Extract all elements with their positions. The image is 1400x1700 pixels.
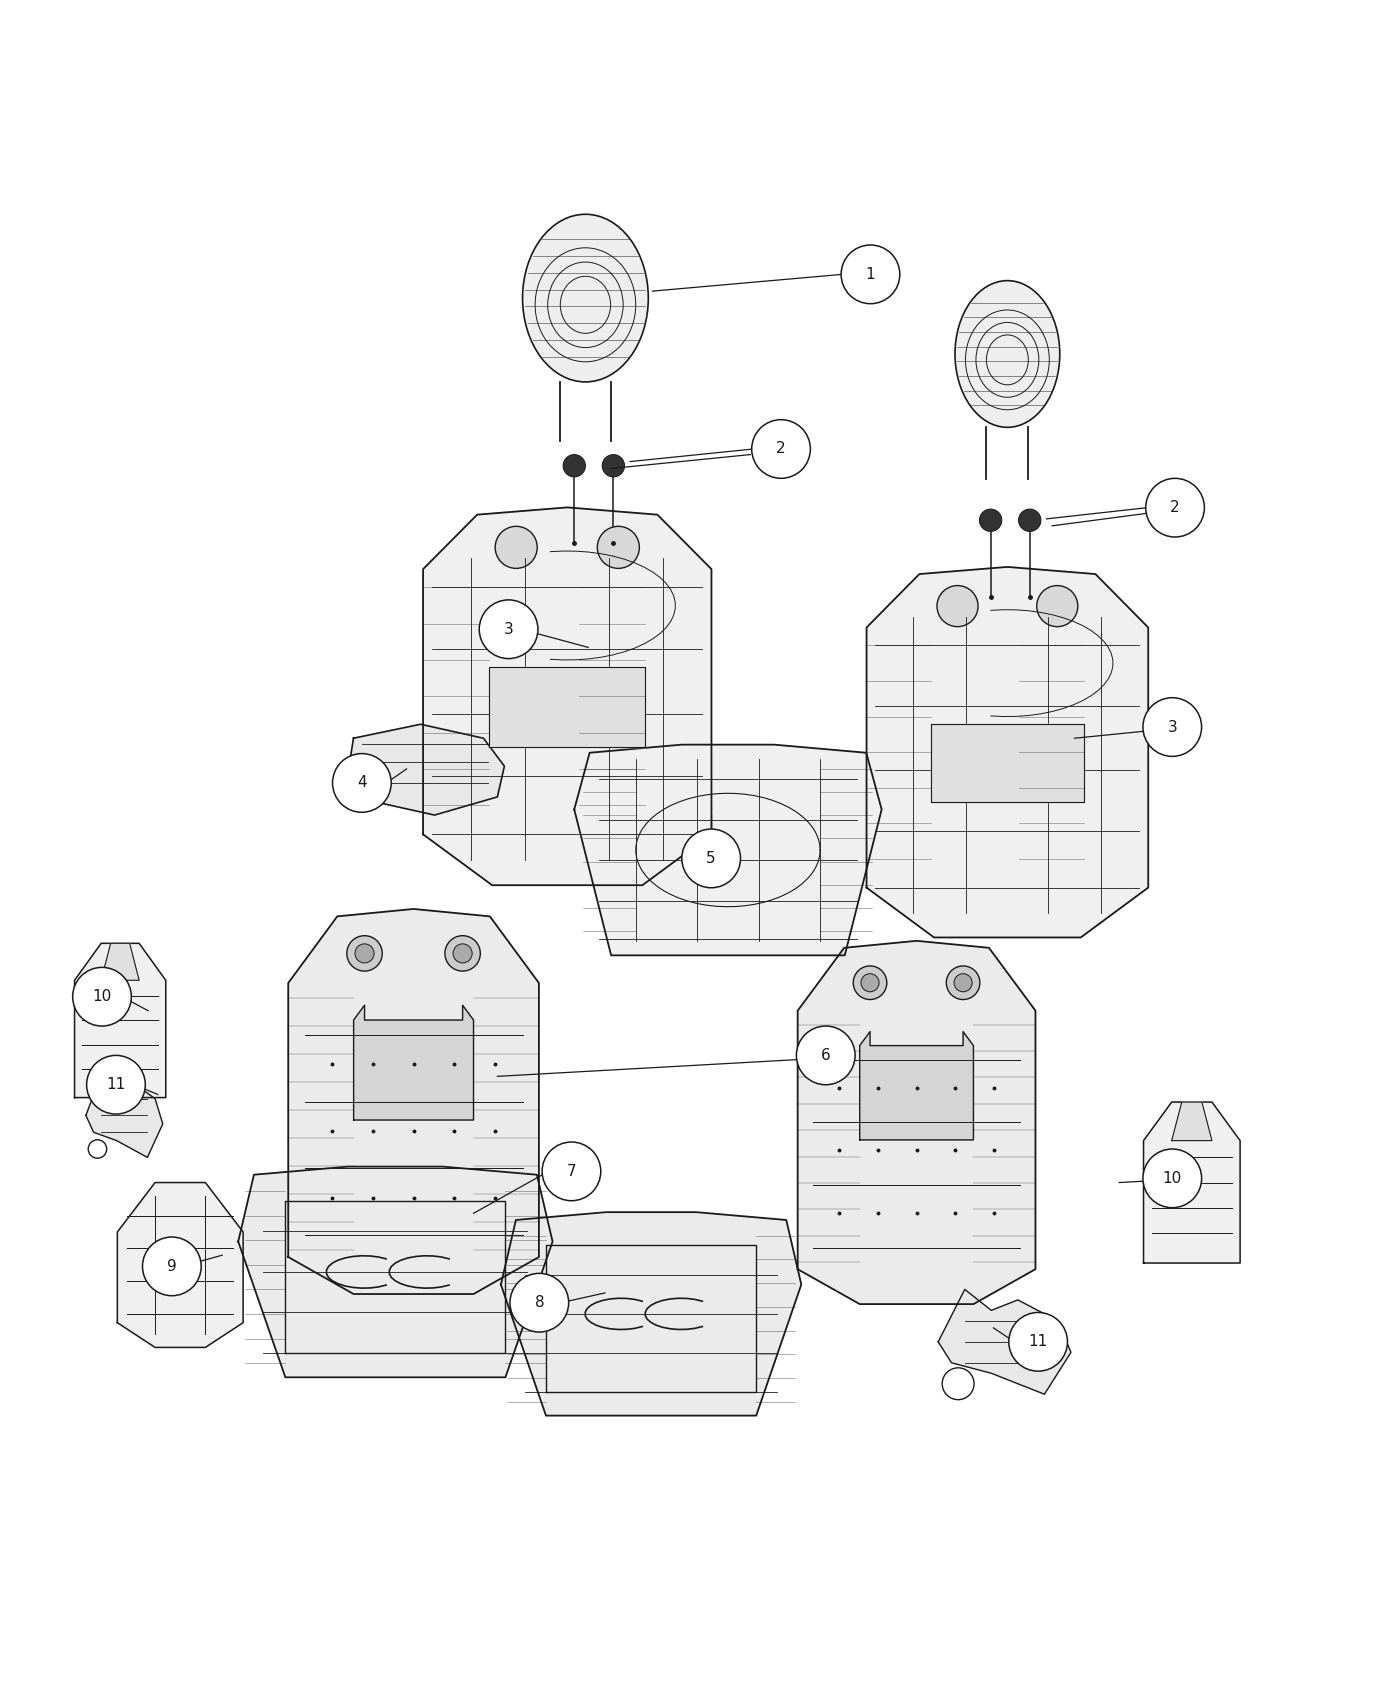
Circle shape	[1037, 585, 1078, 627]
Polygon shape	[867, 566, 1148, 937]
Text: 8: 8	[535, 1295, 545, 1311]
Ellipse shape	[522, 214, 648, 382]
Circle shape	[946, 966, 980, 1000]
Circle shape	[1142, 697, 1201, 756]
Ellipse shape	[955, 280, 1060, 427]
Circle shape	[1019, 508, 1042, 532]
Circle shape	[1009, 1312, 1067, 1372]
Circle shape	[853, 966, 886, 1000]
Circle shape	[598, 527, 640, 568]
Circle shape	[73, 967, 132, 1027]
Circle shape	[87, 1056, 146, 1114]
Circle shape	[542, 1142, 601, 1200]
Polygon shape	[798, 940, 1036, 1304]
Circle shape	[953, 974, 972, 991]
Text: 4: 4	[357, 775, 367, 791]
Circle shape	[496, 527, 538, 568]
Circle shape	[445, 935, 480, 971]
Circle shape	[1145, 478, 1204, 537]
Polygon shape	[1172, 1102, 1212, 1141]
Polygon shape	[574, 745, 882, 955]
Circle shape	[980, 508, 1002, 532]
Text: 10: 10	[1162, 1171, 1182, 1187]
Text: 6: 6	[820, 1047, 830, 1062]
Text: 1: 1	[865, 267, 875, 282]
Circle shape	[937, 585, 979, 627]
Circle shape	[333, 753, 391, 813]
Text: 7: 7	[567, 1164, 577, 1178]
Text: 11: 11	[106, 1078, 126, 1091]
Polygon shape	[860, 1032, 973, 1141]
Circle shape	[479, 600, 538, 658]
Text: 11: 11	[1029, 1334, 1047, 1350]
Text: 5: 5	[707, 852, 715, 865]
Polygon shape	[85, 1074, 162, 1158]
Polygon shape	[423, 507, 711, 886]
Polygon shape	[354, 1005, 473, 1120]
Polygon shape	[501, 1212, 801, 1416]
Text: 2: 2	[776, 442, 785, 457]
Polygon shape	[74, 944, 165, 1098]
Circle shape	[356, 944, 374, 962]
Polygon shape	[349, 724, 504, 814]
Text: 2: 2	[1170, 500, 1180, 515]
Text: 10: 10	[92, 989, 112, 1005]
Circle shape	[510, 1273, 568, 1333]
Circle shape	[602, 454, 624, 478]
Circle shape	[861, 974, 879, 991]
Polygon shape	[238, 1166, 553, 1377]
Circle shape	[1142, 1149, 1201, 1207]
Circle shape	[682, 830, 741, 887]
Polygon shape	[489, 666, 645, 748]
Circle shape	[841, 245, 900, 304]
Polygon shape	[931, 724, 1084, 802]
Circle shape	[143, 1238, 202, 1295]
Text: 9: 9	[167, 1260, 176, 1273]
Polygon shape	[938, 1289, 1071, 1394]
Polygon shape	[1144, 1102, 1240, 1263]
Circle shape	[347, 935, 382, 971]
Circle shape	[797, 1027, 855, 1085]
Polygon shape	[101, 944, 139, 981]
Circle shape	[752, 420, 811, 478]
Polygon shape	[118, 1183, 244, 1348]
Circle shape	[454, 944, 472, 962]
Polygon shape	[288, 910, 539, 1294]
Circle shape	[563, 454, 585, 478]
Text: 3: 3	[1168, 719, 1177, 734]
Text: 3: 3	[504, 622, 514, 638]
